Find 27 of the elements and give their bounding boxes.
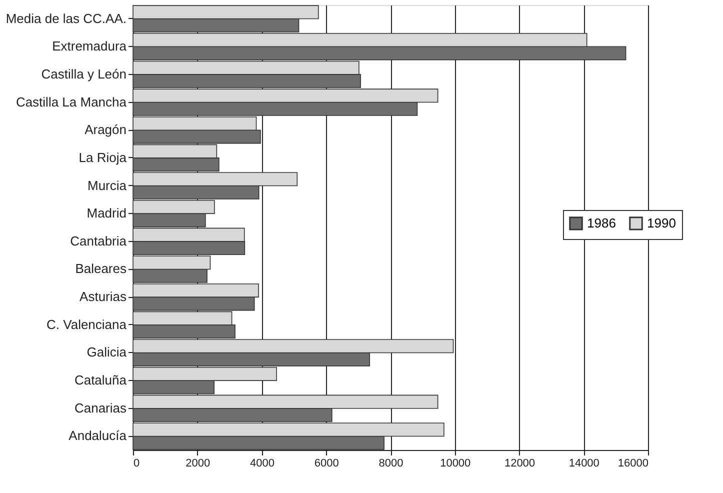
x-tick-label: 6000	[314, 458, 339, 470]
y-tick-label: Extremadura	[52, 38, 128, 54]
x-tick-label: 14000	[568, 458, 600, 470]
x-tick-label: 0	[134, 458, 140, 470]
x-tick-label: 10000	[440, 458, 471, 470]
y-tick-label: Murcia	[87, 178, 128, 193]
y-tick-label: C. Valenciana	[46, 316, 128, 332]
legend-label: 1990	[647, 215, 676, 230]
y-tick-label: Baleares	[75, 261, 127, 276]
y-tick-label: Madrid	[86, 206, 126, 221]
x-tick-label: 8000	[378, 458, 404, 470]
y-tick-label: Canarias	[74, 400, 127, 416]
y-tick-label: Cataluña	[74, 372, 128, 388]
y-tick-label: Aragón	[84, 122, 126, 138]
y-tick-label: Andalucía	[68, 428, 128, 444]
x-tick-label: 2000	[186, 458, 210, 470]
x-tick-label: 12000	[504, 458, 536, 470]
y-tick-label: Castilla La Mancha	[16, 94, 128, 110]
x-tick-label: 4000	[250, 458, 274, 470]
x-tick-label: 16000	[618, 458, 648, 470]
legend-label: 1986	[587, 215, 616, 230]
y-tick-label: Castilla y León	[41, 66, 126, 82]
y-tick-label: Media de las CC.AA.	[6, 10, 126, 26]
y-tick-label: Galicia	[86, 344, 128, 360]
y-tick-label: Asturias	[80, 289, 127, 304]
y-tick-label: Cantabria	[70, 233, 128, 248]
y-tick-label: La Rioja	[78, 150, 128, 165]
